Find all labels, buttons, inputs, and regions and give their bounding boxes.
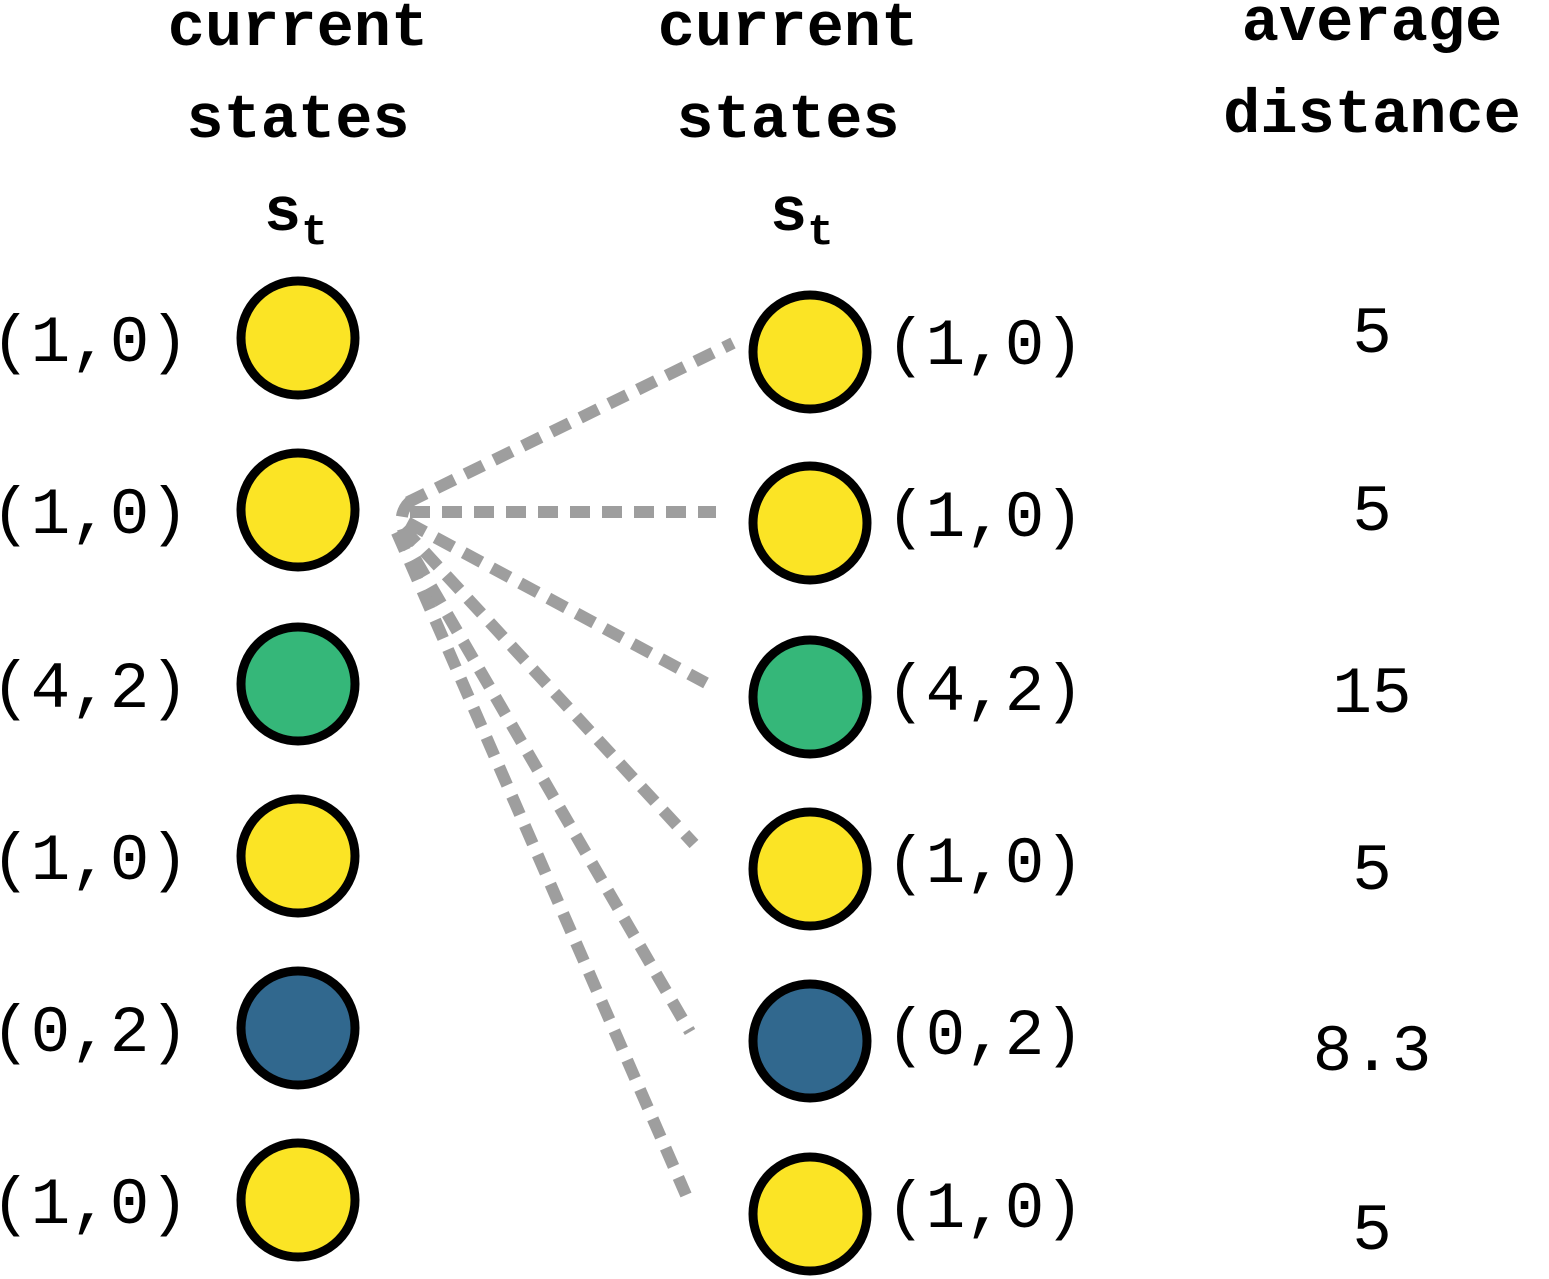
right-column-header: current states st [658, 0, 918, 258]
left-column-nodes: (1,0) (1,0) (4,2) (1,0) (0,2) (1,0) [0, 276, 360, 1262]
left-state-node [236, 966, 360, 1090]
connectors [391, 337, 736, 1198]
right-state-node [748, 807, 872, 931]
right-state-node [748, 1152, 872, 1276]
left-state-label: (4,2) [0, 652, 189, 727]
right-state-node [748, 635, 872, 759]
right-state-symbol: st [770, 178, 834, 258]
right-state-label: (1,0) [886, 827, 1084, 902]
left-header-line1: current [168, 0, 428, 64]
right-node-row: (4,2) [748, 635, 1084, 759]
connector-line [398, 524, 699, 849]
distance-value: 5 [1352, 834, 1392, 909]
left-symbol-s: s [264, 178, 301, 249]
connector-line [391, 529, 692, 1198]
right-state-label: (1,0) [886, 481, 1084, 556]
left-state-label: (1,0) [0, 478, 189, 553]
left-state-node [236, 448, 360, 572]
right-header-line2: states [676, 85, 899, 156]
left-state-label: (1,0) [0, 1168, 189, 1243]
left-column-header: current states st [168, 0, 428, 258]
left-symbol-subscript: t [301, 208, 327, 258]
right-state-node [748, 461, 872, 585]
connector-origin-arc [395, 495, 416, 545]
left-header-line2: states [186, 85, 409, 156]
distance-value: 5 [1352, 1194, 1392, 1269]
distance-column-header: average distance [1223, 0, 1521, 151]
distance-values: 5 5 15 5 8.3 5 [1313, 297, 1432, 1269]
right-node-row: (1,0) [748, 290, 1084, 414]
right-column-nodes: (1,0) (1,0) (4,2) (1,0) (0,2) (1,0) [748, 290, 1084, 1276]
distance-header-line2: distance [1223, 80, 1521, 151]
right-node-row: (1,0) [748, 1152, 1084, 1276]
distance-value: 8.3 [1313, 1015, 1432, 1090]
connector-line [393, 527, 696, 1036]
left-node-row: (1,0) [0, 1138, 360, 1262]
distance-value: 5 [1352, 297, 1392, 372]
left-node-row: (1,0) [0, 448, 360, 572]
right-node-row: (0,2) [748, 979, 1084, 1103]
left-node-row: (0,2) [0, 966, 360, 1090]
right-state-label: (1,0) [886, 309, 1084, 384]
left-state-label: (0,2) [0, 996, 189, 1071]
right-state-label: (0,2) [886, 999, 1084, 1074]
right-header-line1: current [658, 0, 918, 64]
right-symbol-s: s [770, 178, 807, 249]
distance-value: 5 [1352, 475, 1392, 550]
left-node-row: (4,2) [0, 622, 360, 746]
right-node-row: (1,0) [748, 461, 1084, 585]
right-state-node [748, 979, 872, 1103]
left-state-node [236, 794, 360, 918]
right-state-label: (1,0) [886, 1172, 1084, 1247]
left-state-label: (1,0) [0, 824, 189, 899]
distance-header-line1: average [1242, 0, 1502, 59]
left-state-symbol: st [264, 178, 328, 258]
left-node-row: (1,0) [0, 276, 360, 400]
right-state-label: (4,2) [886, 655, 1084, 730]
left-state-node [236, 1138, 360, 1262]
left-node-row: (1,0) [0, 794, 360, 918]
left-state-node [236, 622, 360, 746]
connector-line [405, 337, 736, 508]
right-node-row: (1,0) [748, 807, 1084, 931]
right-state-node [748, 290, 872, 414]
right-symbol-subscript: t [807, 208, 833, 258]
left-state-label: (1,0) [0, 306, 189, 381]
left-state-node [236, 276, 360, 400]
connector-line [404, 517, 709, 689]
distance-value: 15 [1332, 657, 1411, 732]
